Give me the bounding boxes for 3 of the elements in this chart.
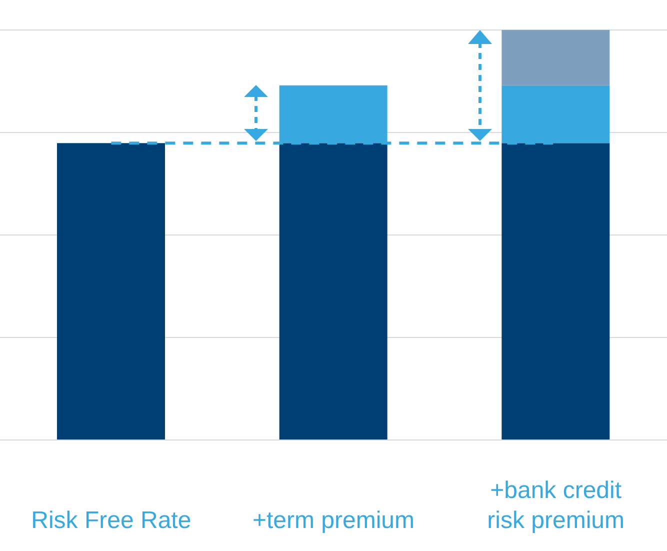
x-tick-label: +term premium [252, 507, 415, 534]
x-tick-label: +bank credit risk premium [487, 477, 625, 534]
x-tick-label: Risk Free Rate [31, 507, 192, 534]
